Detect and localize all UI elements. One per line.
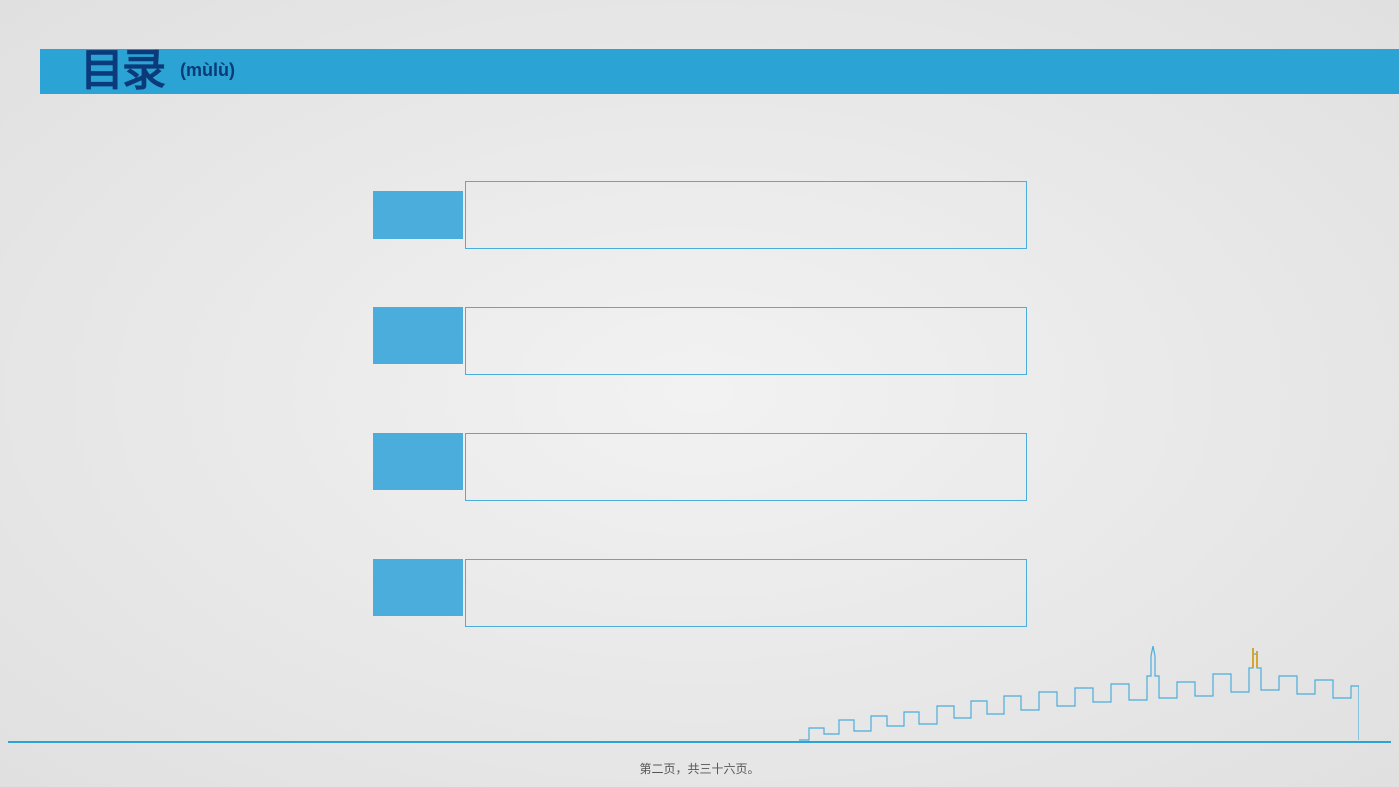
toc-row-1 <box>373 181 1027 249</box>
page-title-pinyin: (mùlù) <box>180 60 235 81</box>
toc-content-box-3 <box>465 433 1027 501</box>
toc-row-2 <box>373 307 1027 375</box>
toc-row-3 <box>373 433 1027 501</box>
toc-content-box-4 <box>465 559 1027 627</box>
bottom-divider <box>8 741 1391 743</box>
toc-number-box-2 <box>373 307 463 364</box>
toc-content-box-1 <box>465 181 1027 249</box>
header-band <box>40 49 1399 94</box>
toc-row-4 <box>373 559 1027 627</box>
skyline-decoration <box>799 646 1359 741</box>
page-title: 目录 <box>80 34 164 98</box>
toc-number-box-4 <box>373 559 463 616</box>
footer-page-info: 第二页，共三十六页。 <box>0 760 1399 777</box>
toc-number-box-1 <box>373 191 463 239</box>
toc-content-box-2 <box>465 307 1027 375</box>
toc-number-box-3 <box>373 433 463 490</box>
